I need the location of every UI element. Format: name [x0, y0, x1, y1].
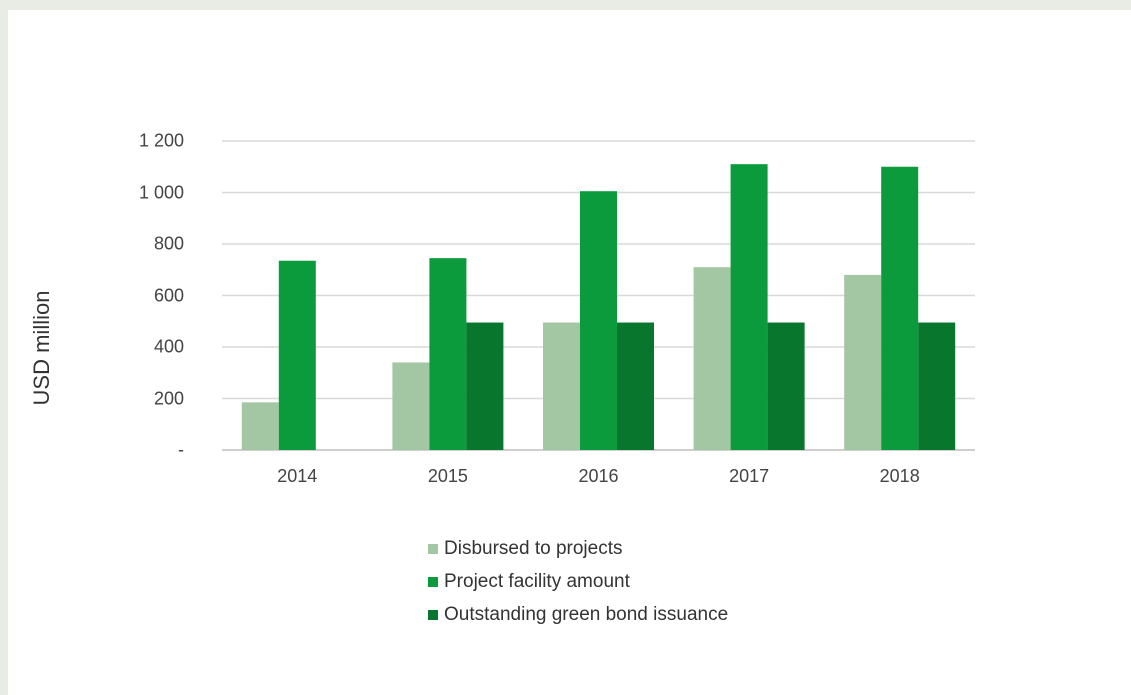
x-tick-label: 2015: [427, 466, 468, 486]
y-tick-label: -: [178, 439, 184, 460]
legend-swatch-disbursed: [428, 543, 438, 554]
bar-disbursed-2018: [844, 274, 882, 450]
y-tick-label: 1 200: [138, 130, 184, 151]
bar-outstanding-2017: [767, 322, 805, 450]
y-axis-label: USD million: [29, 290, 54, 406]
legend: Disbursed to projects Project facility a…: [428, 532, 728, 631]
y-tick-label: 600: [153, 285, 184, 305]
chart-frame: USD million - 200 400 600 800 1 000 1 200 2014…: [8, 10, 1131, 695]
y-tick-label: 200: [153, 388, 184, 408]
bar-disbursed-2015: [392, 362, 430, 450]
bar-facility-2014: [278, 260, 316, 450]
legend-item-disbursed: Disbursed to projects: [428, 532, 728, 565]
bar-disbursed-2016: [543, 322, 580, 450]
legend-label-outstanding: Outstanding green bond issuance: [444, 603, 729, 625]
legend-item-facility: Project facility amount: [428, 565, 728, 598]
legend-item-outstanding: Outstanding green bond issuance: [428, 598, 728, 631]
bar-facility-2016: [580, 191, 617, 450]
legend-label-facility: Project facility amount: [444, 570, 630, 592]
y-tick-label: 1 000: [138, 182, 184, 202]
bar-facility-2018: [881, 166, 919, 450]
x-tick-label: 2017: [729, 466, 770, 486]
bar-facility-2017: [730, 164, 768, 451]
bar-outstanding-2016: [617, 322, 654, 450]
bar-disbursed-2017: [693, 267, 731, 450]
legend-swatch-outstanding: [428, 609, 438, 620]
bar-facility-2015: [429, 258, 467, 450]
bar-outstanding-2018: [918, 322, 956, 450]
x-tick-label: 2018: [879, 466, 920, 486]
y-tick-label: 400: [153, 336, 184, 357]
legend-swatch-facility: [428, 576, 438, 587]
x-tick-label: 2014: [277, 466, 318, 486]
y-tick-label: 800: [153, 233, 184, 254]
x-tick-label: 2016: [578, 466, 619, 486]
bar-outstanding-2015: [466, 322, 504, 450]
bar-disbursed-2014: [241, 402, 279, 450]
legend-label-disbursed: Disbursed to projects: [444, 537, 623, 559]
chart-plot: [222, 140, 975, 451]
